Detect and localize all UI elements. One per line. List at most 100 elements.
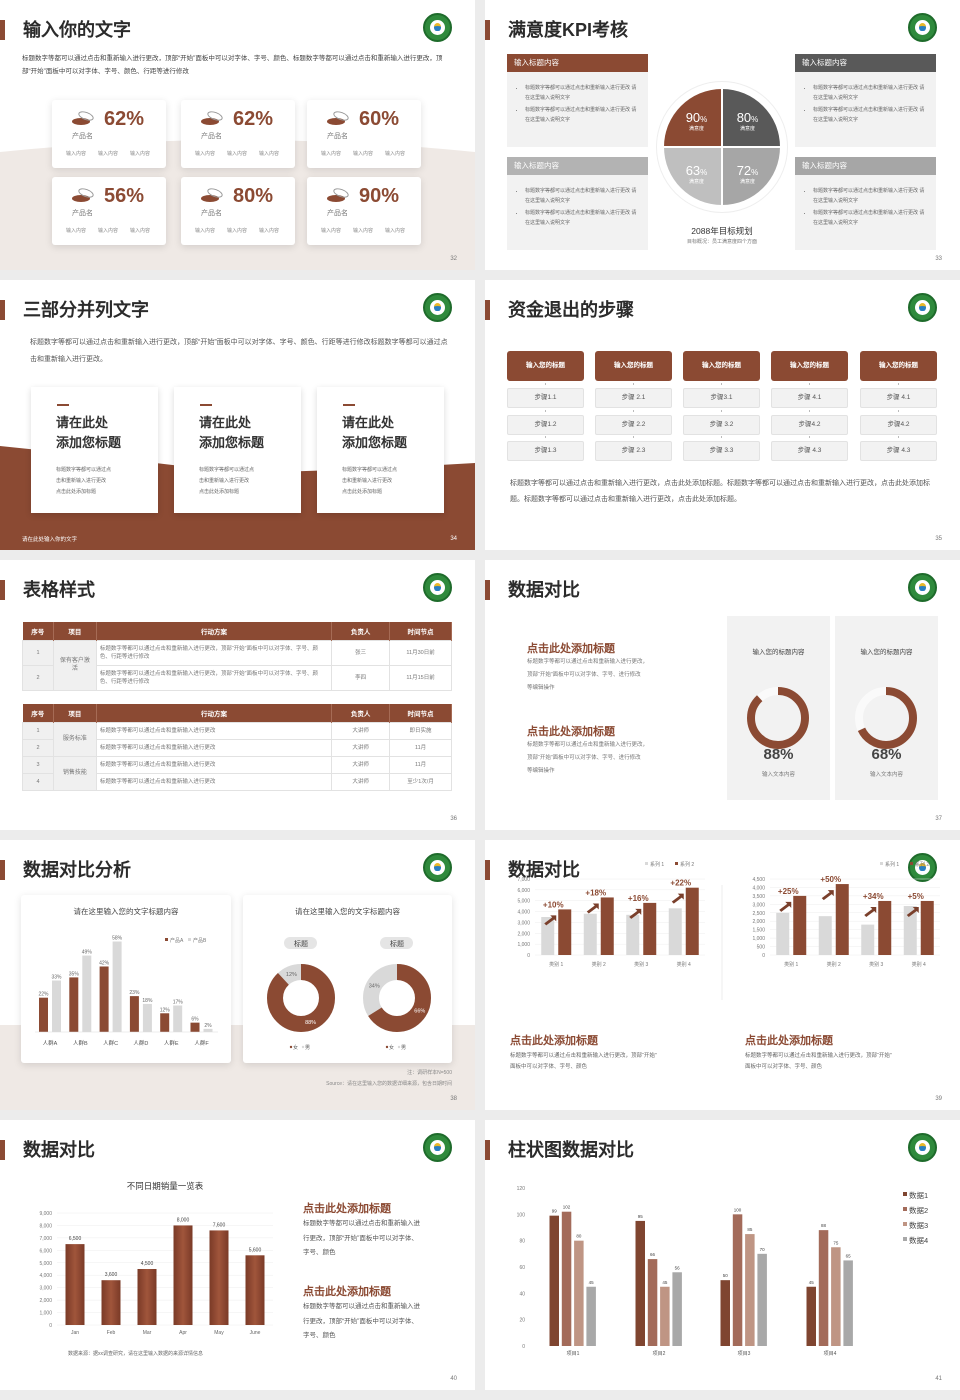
block-text: 字号、颜色: [303, 1332, 336, 1339]
donut-label: 88%: [305, 1020, 316, 1026]
step-column-header[interactable]: 输入您的标题: [860, 351, 937, 381]
step-box[interactable]: 步骤 3.2: [683, 415, 760, 435]
bar-data-label: 100: [734, 1207, 742, 1212]
y-tick-label: 0: [762, 953, 765, 959]
legend-label: 数据2: [909, 1205, 928, 1215]
table-row: 4 标题数字等都可以通过点击和重新输入进行更改 大讲师 至少1次/月: [22, 772, 452, 791]
step-box[interactable]: 步骤 4.1: [771, 388, 848, 408]
bar: [142, 1003, 152, 1032]
donut-arc: [267, 964, 335, 1032]
step-box[interactable]: 步骤1.3: [507, 441, 584, 461]
chart-canvas: 0 1,000 2,000 3,000 4,000 5,000 6,000 7,000 8,00…: [39, 1211, 273, 1336]
kpi-value: 80%: [737, 110, 759, 125]
donut-label: 66%: [414, 1009, 425, 1015]
y-tick-label: 2,000: [752, 919, 765, 925]
cell-time: 11月30日前: [389, 639, 452, 666]
step-box[interactable]: 步骤3.1: [683, 388, 760, 408]
bar-data-label: 80: [576, 1234, 582, 1239]
bar: [203, 1028, 213, 1032]
step-box[interactable]: 步骤 3.3: [683, 441, 760, 461]
step-box[interactable]: 步骤4.2: [771, 415, 848, 435]
bar: [52, 980, 61, 1032]
cell-owner: 张三: [331, 639, 391, 666]
step-box[interactable]: 步骤 2.3: [595, 441, 672, 461]
product-label: 输入内容: [227, 151, 248, 157]
logo-icon: [908, 573, 937, 602]
step-column-header[interactable]: 输入您的标题: [595, 351, 672, 381]
product-label: 输入内容: [321, 151, 342, 157]
bar: [903, 906, 917, 955]
connector-dot: [545, 410, 546, 412]
product-name: 产品名: [72, 210, 93, 217]
step-column-header[interactable]: 输入您的标题: [507, 351, 584, 381]
step-box[interactable]: 步骤 4.3: [771, 441, 848, 461]
bar-data-label: 66: [650, 1252, 656, 1257]
step-box[interactable]: 步骤 2.1: [595, 388, 672, 408]
growth-arrow-icon: [586, 903, 599, 914]
title-accent-bar: [0, 20, 5, 40]
step-column-header[interactable]: 输入您的标题: [683, 351, 760, 381]
legend-label: 产品B: [193, 937, 207, 944]
legend-swatch: [880, 862, 883, 865]
chart-canvas: 0 20 40 60 80 100 120 99 102 80 45 项目1 95 66 45 56 项目2 50…: [517, 1186, 929, 1357]
y-tick-label: 8,000: [39, 1223, 52, 1229]
product-label: 输入内容: [259, 228, 280, 234]
logo-mark: [434, 863, 441, 871]
step-column-header[interactable]: 输入您的标题: [771, 351, 848, 381]
product-card: 80% 产品名 输入内容 输入内容 输入内容: [181, 177, 295, 245]
legend-label: 数据3: [909, 1220, 928, 1230]
page-number: 35: [935, 536, 942, 542]
product-label: 输入内容: [195, 151, 216, 157]
kpi-quadrant: 90% 满意度: [664, 89, 721, 146]
step-box[interactable]: 步骤4.2: [860, 415, 937, 435]
kpi-unit: %: [751, 114, 759, 124]
progress-ring: [855, 687, 917, 749]
bar: [549, 1215, 559, 1346]
chart-title: 不同日期销量一览表: [126, 1181, 204, 1191]
bar-data-label: 56: [675, 1265, 681, 1270]
bar: [245, 1255, 265, 1325]
data-table: 序号 项目 行动方案 负责人 时间节点 1 保有客户激活 标题数字等都可以通过点击和重新输入进…: [22, 622, 452, 691]
step-box[interactable]: 步骤1.2: [507, 415, 584, 435]
step-box[interactable]: 步骤1.1: [507, 388, 584, 408]
logo-icon: [908, 13, 937, 42]
card-accent-line: [343, 404, 355, 406]
step-box[interactable]: 步骤 4.3: [860, 441, 937, 461]
card-text: 击和重新输入进行更改: [342, 478, 393, 484]
bar: [818, 1230, 829, 1346]
bar: [541, 917, 555, 955]
cell-owner: 大讲师: [331, 772, 391, 791]
table-row: 1 保有客户激活 标题数字等都可以通过点击和重新输入进行更改，顶部“开始”面板中可以…: [22, 639, 452, 691]
bar-data-label: 35%: [69, 971, 80, 977]
bar-data-label: 17%: [173, 999, 184, 1005]
slide-title: 输入你的文字: [23, 20, 131, 40]
bar: [160, 1013, 170, 1032]
growth-annotation: +50%: [820, 875, 841, 884]
connector-dot: [545, 436, 546, 438]
kpi-circle: 90% 满意度 80% 满意度 63% 满意度 72% 满意度: [664, 89, 780, 205]
kpi-label: 满意度: [688, 125, 704, 132]
y-tick-label: 20: [519, 1318, 525, 1324]
connector-dot: [721, 383, 722, 385]
product-label: 输入内容: [66, 151, 87, 157]
block-text: 标题数字等都可以通过点击和重新输入进行更改，顶部“开始”: [745, 1053, 892, 1059]
card-accent-line: [57, 404, 69, 406]
legend-label: 产品A: [170, 937, 184, 944]
box-body: 标题数字等都可以通过点击和重新输入进行更改 请在这里输入说明文字标题数字等都可以…: [507, 72, 648, 147]
bullet-text: 标题数字等都可以通过点击和重新输入进行更改 请在这里输入说明文字: [813, 84, 926, 103]
page-number: 41: [935, 1376, 942, 1382]
logo-icon: [423, 13, 452, 42]
metric-value: 68%: [871, 746, 902, 763]
logo-mark: [919, 863, 926, 871]
bar: [65, 1244, 85, 1325]
bar-data-label: 45: [589, 1280, 595, 1285]
pill-label-bg: [380, 937, 413, 949]
step-box[interactable]: 步骤 4.1: [860, 388, 937, 408]
block-text: 顶部“开始”面板中可以对字体、字号、进行修改: [527, 672, 641, 678]
logo-mark: [919, 23, 926, 31]
step-box[interactable]: 步骤 2.2: [595, 415, 672, 435]
kpi-number: 90: [685, 109, 701, 125]
growth-annotation: +10%: [543, 900, 564, 909]
legend-dot: [289, 1045, 293, 1049]
bar-data-label: 88: [821, 1223, 827, 1228]
